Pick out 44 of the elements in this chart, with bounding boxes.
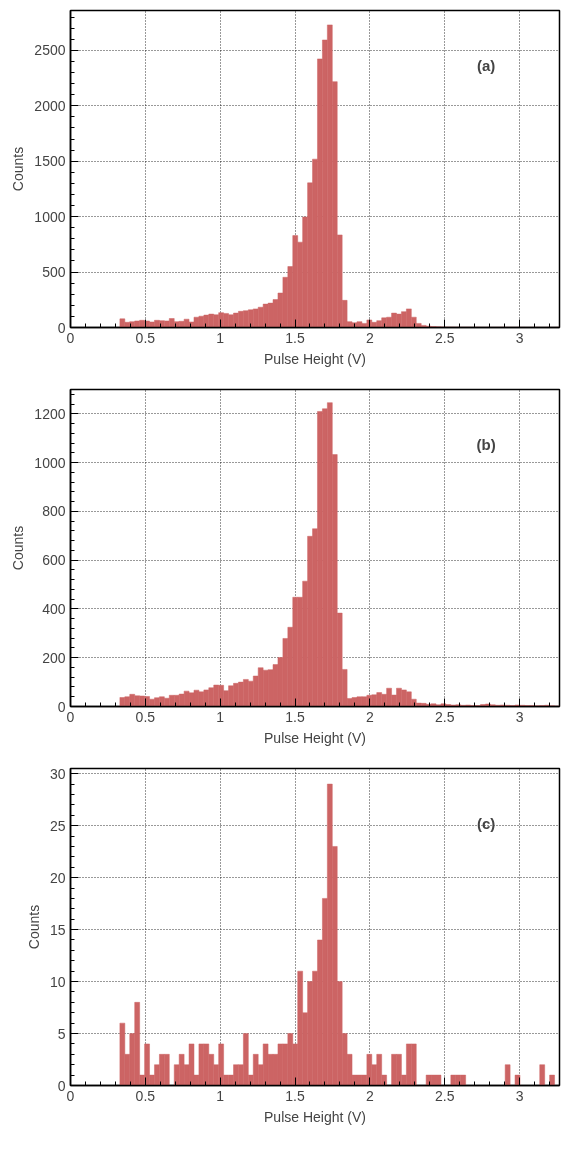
annotation: (c) xyxy=(476,814,496,832)
x-axis-title: Pulse Height (V) xyxy=(264,729,366,746)
x-tick-label: 0.5 xyxy=(135,329,156,346)
x-tick-label: 2 xyxy=(365,1087,374,1104)
x-tick-label: 2 xyxy=(365,708,374,725)
y-tick-label: 400 xyxy=(42,600,66,617)
y-tick-label: 30 xyxy=(49,765,66,782)
x-tick-label: 1.5 xyxy=(285,329,305,346)
x-tick-label: 2.5 xyxy=(434,329,455,346)
x-tick-label: 3 xyxy=(515,1087,524,1104)
y-tick-label: 600 xyxy=(42,552,66,569)
x-tick-label: 1 xyxy=(216,708,225,725)
x-tick-label: 3 xyxy=(515,708,524,725)
y-tick-label: 1000 xyxy=(34,208,66,225)
y-tick-label: 25 xyxy=(49,817,66,834)
x-tick-label: 1.5 xyxy=(285,1087,305,1104)
y-tick-label: 1000 xyxy=(34,454,66,471)
y-tick-label: 500 xyxy=(42,264,66,281)
x-tick-label: 2.5 xyxy=(434,708,455,725)
y-tick-label: 5 xyxy=(57,1025,66,1042)
x-tick-label: 2 xyxy=(365,329,374,346)
y-tick-label: 800 xyxy=(42,503,66,520)
x-tick-label: 3 xyxy=(515,329,524,346)
annotation: (a) xyxy=(476,56,496,74)
y-axis-title: Counts xyxy=(10,146,27,192)
y-tick-label: 20 xyxy=(49,869,66,886)
y-tick-label: 2000 xyxy=(34,97,66,114)
x-axis-title: Pulse Height (V) xyxy=(264,1108,366,1125)
x-tick-label: 1 xyxy=(216,329,225,346)
x-tick-label: 2.5 xyxy=(434,1087,455,1104)
y-tick-label: 1200 xyxy=(34,405,66,422)
y-axis-title: Counts xyxy=(10,525,27,571)
x-tick-label: 0.5 xyxy=(135,1087,156,1104)
x-tick-label: 1.5 xyxy=(285,708,305,725)
x-axis-title: Pulse Height (V) xyxy=(264,350,366,367)
y-tick-label: 15 xyxy=(49,921,66,938)
y-tick-label: 200 xyxy=(42,649,66,666)
y-tick-label: 2500 xyxy=(34,42,66,59)
y-tick-label: 1500 xyxy=(34,153,66,170)
annotation: (b) xyxy=(476,435,496,453)
y-tick-label: 10 xyxy=(49,973,66,990)
x-tick-label: 1 xyxy=(216,1087,225,1104)
x-tick-label: 0.5 xyxy=(135,708,156,725)
y-axis-title: Counts xyxy=(25,904,42,950)
